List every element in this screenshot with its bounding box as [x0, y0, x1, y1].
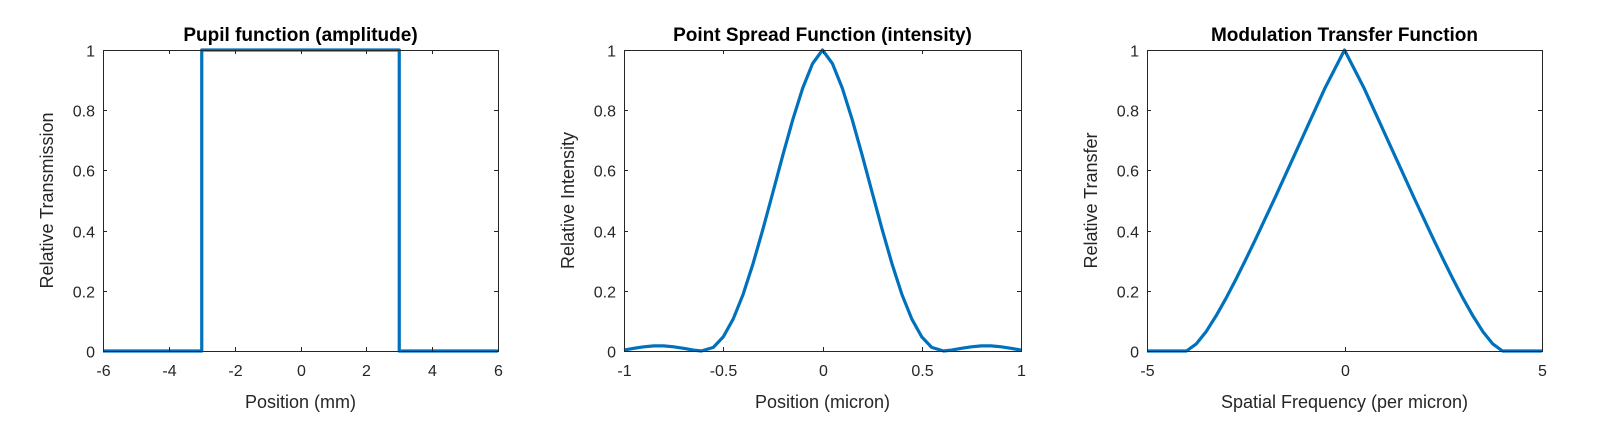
- y-tick-label: 0.4: [73, 225, 95, 242]
- y-tick-label: 0: [1130, 345, 1139, 362]
- x-tick-label: -4: [162, 363, 176, 380]
- y-tick-label: 0.6: [73, 164, 95, 181]
- y-tick-label: 0.2: [1117, 285, 1139, 302]
- y-tick-label: 0.2: [594, 285, 616, 302]
- chart-title: Pupil function (amplitude): [183, 25, 417, 46]
- y-tick-label: 0.8: [594, 104, 616, 121]
- axes-box: [1147, 50, 1543, 352]
- x-tick-label: -6: [96, 363, 110, 380]
- x-tick-label: 0.5: [911, 363, 933, 380]
- y-tick-label: 1: [1130, 44, 1139, 61]
- axes-box: [624, 50, 1022, 352]
- x-axis-label: Position (micron): [755, 392, 890, 412]
- y-tick-label: 0.8: [73, 104, 95, 121]
- series-line: [103, 48, 498, 353]
- panel-pupil-function: -6 -4 -2 0 2 4 6 0 0.2 0.4 0.6 0.8 1 Pupil function (…: [37, 25, 503, 412]
- y-tick-label: 0.4: [594, 225, 616, 242]
- chart-title: Modulation Transfer Function: [1211, 25, 1478, 46]
- y-tick-label: 0.4: [1117, 225, 1139, 242]
- x-tick-label: 6: [494, 363, 503, 380]
- y-tick-label: 0: [86, 345, 95, 362]
- y-tick-label: 1: [607, 44, 616, 61]
- x-tick-label: -0.5: [710, 363, 738, 380]
- y-axis-label: Relative Transmission: [37, 112, 57, 288]
- y-tick-label: 0.6: [1117, 164, 1139, 181]
- x-tick-label: 1: [1017, 363, 1026, 380]
- y-tick-label: 0: [607, 345, 616, 362]
- x-tick-label: 4: [428, 363, 437, 380]
- y-tick-label: 1: [86, 44, 95, 61]
- y-axis-label: Relative Transfer: [1081, 132, 1101, 268]
- x-tick-label: -2: [228, 363, 242, 380]
- y-tick-label: 0.2: [73, 285, 95, 302]
- series-line: [1147, 48, 1542, 353]
- y-tick-label: 0.8: [1117, 104, 1139, 121]
- x-tick-label: -5: [1140, 363, 1154, 380]
- x-tick-label: 2: [362, 363, 371, 380]
- axes-box: [103, 50, 499, 352]
- x-axis-label: Spatial Frequency (per micron): [1221, 392, 1468, 412]
- chart-title: Point Spread Function (intensity): [673, 25, 972, 46]
- series-line: [623, 48, 1022, 353]
- y-tick-label: 0.6: [594, 164, 616, 181]
- x-tick-label: 0: [819, 363, 828, 380]
- x-tick-label: 0: [1341, 363, 1350, 380]
- panel-point-spread-function: -1 -0.5 0 0.5 1 0 0.2 0.4 0.6 0.8 1 Point Spread Fu…: [558, 25, 1026, 412]
- x-tick-label: -1: [617, 363, 631, 380]
- x-axis-label: Position (mm): [245, 392, 356, 412]
- x-tick-label: 0: [297, 363, 306, 380]
- y-axis-label: Relative Intensity: [558, 132, 578, 269]
- x-tick-label: 5: [1538, 363, 1547, 380]
